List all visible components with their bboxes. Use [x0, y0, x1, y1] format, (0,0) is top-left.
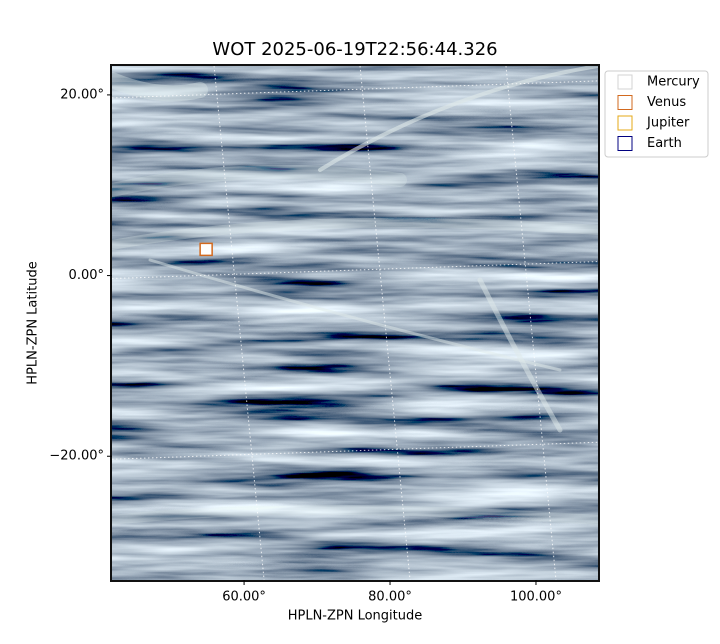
legend-swatch: [617, 136, 633, 151]
x-tick-label: 60.00°: [222, 590, 266, 605]
y-tick-label: −20.00°: [49, 449, 104, 464]
legend-label: Mercury: [647, 75, 700, 90]
chart-title: WOT 2025-06-19T22:56:44.326: [212, 39, 497, 60]
y-axis-label: HPLN-ZPN Latitude: [26, 261, 41, 384]
planet-marker: [199, 242, 213, 257]
legend-swatch: [617, 74, 633, 90]
x-tick-label: 100.00°: [510, 590, 562, 605]
y-tick-label: 0.00°: [69, 268, 104, 283]
y-tick-label: 20.00°: [60, 87, 104, 102]
x-tick-label: 80.00°: [368, 590, 412, 605]
grid-line: [112, 80, 598, 99]
grid-line: [112, 441, 598, 460]
legend-swatch: [617, 115, 633, 131]
legend-label: Earth: [647, 136, 682, 151]
grid-line: [112, 261, 598, 280]
legend-swatch: [617, 95, 633, 110]
streaks: [112, 66, 598, 525]
legend: [604, 70, 709, 158]
legend-label: Jupiter: [646, 116, 690, 131]
x-axis-label: HPLN-ZPN Longitude: [288, 609, 423, 624]
image: [112, 66, 598, 580]
legend-label: Venus: [647, 95, 686, 110]
